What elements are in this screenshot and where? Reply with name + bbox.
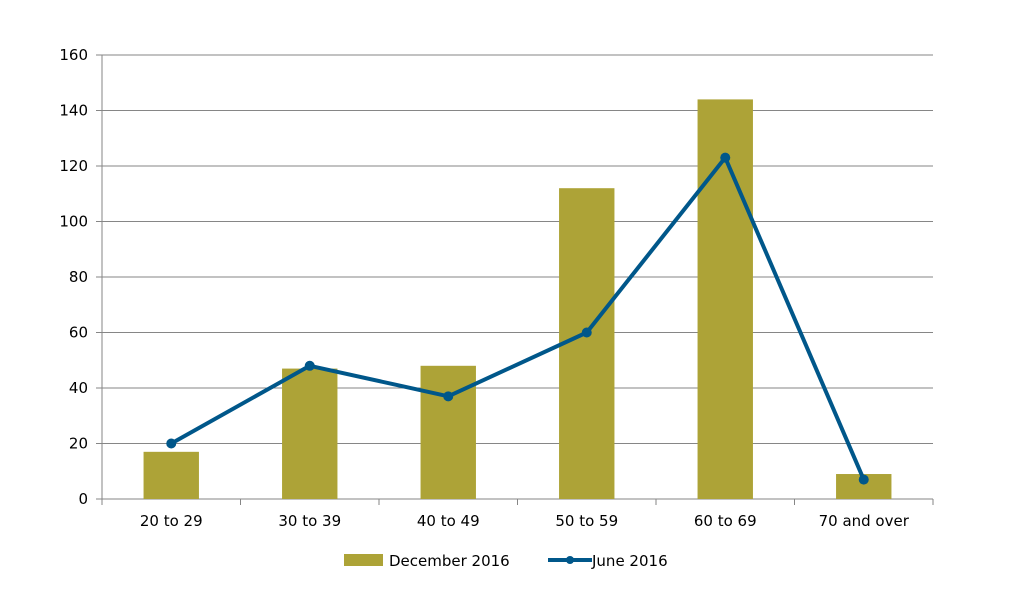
line-series (166, 152, 869, 485)
y-tick-labels: 0 20 40 60 80 100 120 140 160 (59, 46, 102, 508)
y-tick-label: 160 (59, 46, 88, 64)
x-tick-marks (101, 499, 934, 505)
legend-label-bar: December 2016 (389, 552, 510, 570)
legend-swatch-marker (566, 556, 574, 564)
y-tick-label: 20 (69, 435, 88, 453)
x-category-label: 50 to 59 (555, 512, 618, 530)
line-point (443, 391, 454, 402)
bar (282, 368, 338, 499)
series-line (170, 155, 866, 481)
y-tick-label: 100 (59, 213, 88, 231)
y-tick-label: 60 (69, 324, 88, 342)
line-point (581, 327, 592, 338)
bar (559, 188, 615, 499)
line-point (720, 152, 731, 163)
line-point (166, 438, 177, 449)
y-tick-label: 0 (78, 490, 88, 508)
y-tick-label: 40 (69, 379, 88, 397)
bar (143, 451, 199, 499)
gridlines (102, 54, 933, 444)
y-tick-label: 80 (69, 268, 88, 286)
line-point (858, 474, 869, 485)
bar-series (143, 99, 892, 500)
x-category-label: 40 to 49 (417, 512, 480, 530)
x-category-label: 20 to 29 (140, 512, 203, 530)
bar (697, 99, 753, 500)
line-point (304, 360, 315, 371)
legend-label-line: June 2016 (591, 552, 668, 570)
y-tick-label: 140 (59, 102, 88, 120)
category-labels: 20 to 29 30 to 39 40 to 49 50 to 59 60 to 69… (140, 512, 910, 530)
y-tick-label: 120 (59, 157, 88, 175)
legend: December 2016 June 2016 (344, 552, 668, 570)
x-category-label: 70 and over (819, 512, 910, 530)
x-category-label: 60 to 69 (694, 512, 757, 530)
x-category-label: 30 to 39 (278, 512, 341, 530)
legend-swatch-bar (344, 554, 383, 566)
